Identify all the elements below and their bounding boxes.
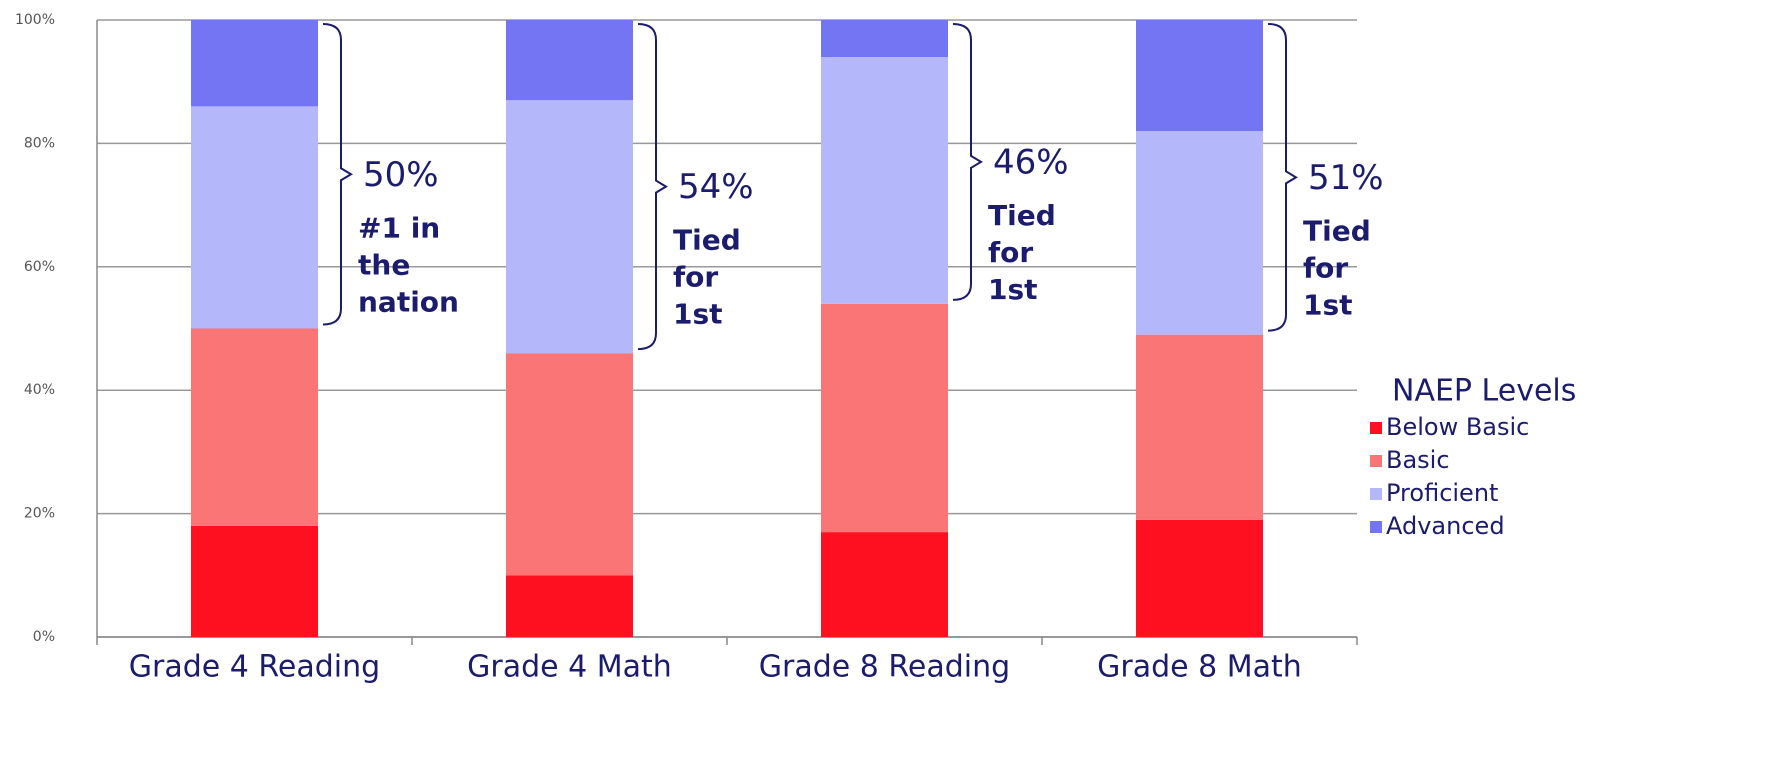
legend-swatch [1370, 422, 1382, 434]
annotation-text: Tied [673, 224, 741, 257]
annotation-text: for [988, 236, 1033, 269]
bar-segment [191, 328, 318, 526]
annotation-text: for [1303, 251, 1348, 284]
bar-segment [1136, 334, 1263, 520]
bar-segment [506, 353, 633, 576]
legend-label: Basic [1386, 446, 1450, 474]
y-tick-label: 40% [24, 382, 55, 398]
bar-segment [191, 106, 318, 329]
legend-swatch [1370, 488, 1382, 500]
legend-label: Proficient [1386, 479, 1498, 507]
x-tick-label: Grade 4 Reading [129, 650, 380, 685]
legend-swatch [1370, 455, 1382, 467]
annotation-text: nation [358, 285, 459, 318]
bar-segment [191, 20, 318, 107]
x-tick-label: Grade 4 Math [467, 650, 672, 685]
annotation-text: the [358, 248, 410, 281]
bar-segment [1136, 20, 1263, 132]
bracket [637, 23, 668, 351]
annotation-value: 46% [993, 142, 1069, 182]
annotation-text: 1st [988, 273, 1038, 306]
bracket [322, 23, 353, 326]
bar-segment [821, 57, 948, 304]
bar-segment [1136, 519, 1263, 637]
y-tick-label: 60% [24, 259, 55, 275]
y-tick-label: 100% [15, 12, 55, 28]
annotation-value: 50% [363, 155, 439, 195]
bracket [952, 23, 983, 301]
bar-segment [821, 20, 948, 58]
annotation-text: Tied [988, 199, 1056, 232]
legend-title: NAEP Levels [1392, 374, 1576, 409]
bar-segment [191, 525, 318, 637]
bar-segment [506, 100, 633, 354]
bracket [1267, 23, 1298, 332]
legend-swatch [1370, 521, 1382, 533]
annotation-text: 1st [673, 298, 723, 331]
bar-segment [506, 575, 633, 637]
y-tick-label: 80% [24, 135, 55, 151]
legend-label: Below Basic [1386, 413, 1529, 441]
annotation-value: 51% [1308, 158, 1384, 198]
x-tick-label: Grade 8 Math [1097, 650, 1302, 685]
bar-segment [506, 20, 633, 101]
annotation-text: Tied [1303, 214, 1371, 247]
annotation-text: for [673, 261, 718, 294]
annotation-value: 54% [678, 167, 754, 207]
bar-segment [821, 303, 948, 533]
bar-segment [821, 532, 948, 637]
x-tick-label: Grade 8 Reading [759, 650, 1010, 685]
legend-label: Advanced [1386, 512, 1505, 540]
bar-segment [1136, 131, 1263, 335]
annotation-text: 1st [1303, 288, 1353, 321]
y-tick-label: 0% [33, 629, 55, 645]
annotation-text: #1 in [358, 211, 440, 244]
y-tick-label: 20% [24, 506, 55, 522]
